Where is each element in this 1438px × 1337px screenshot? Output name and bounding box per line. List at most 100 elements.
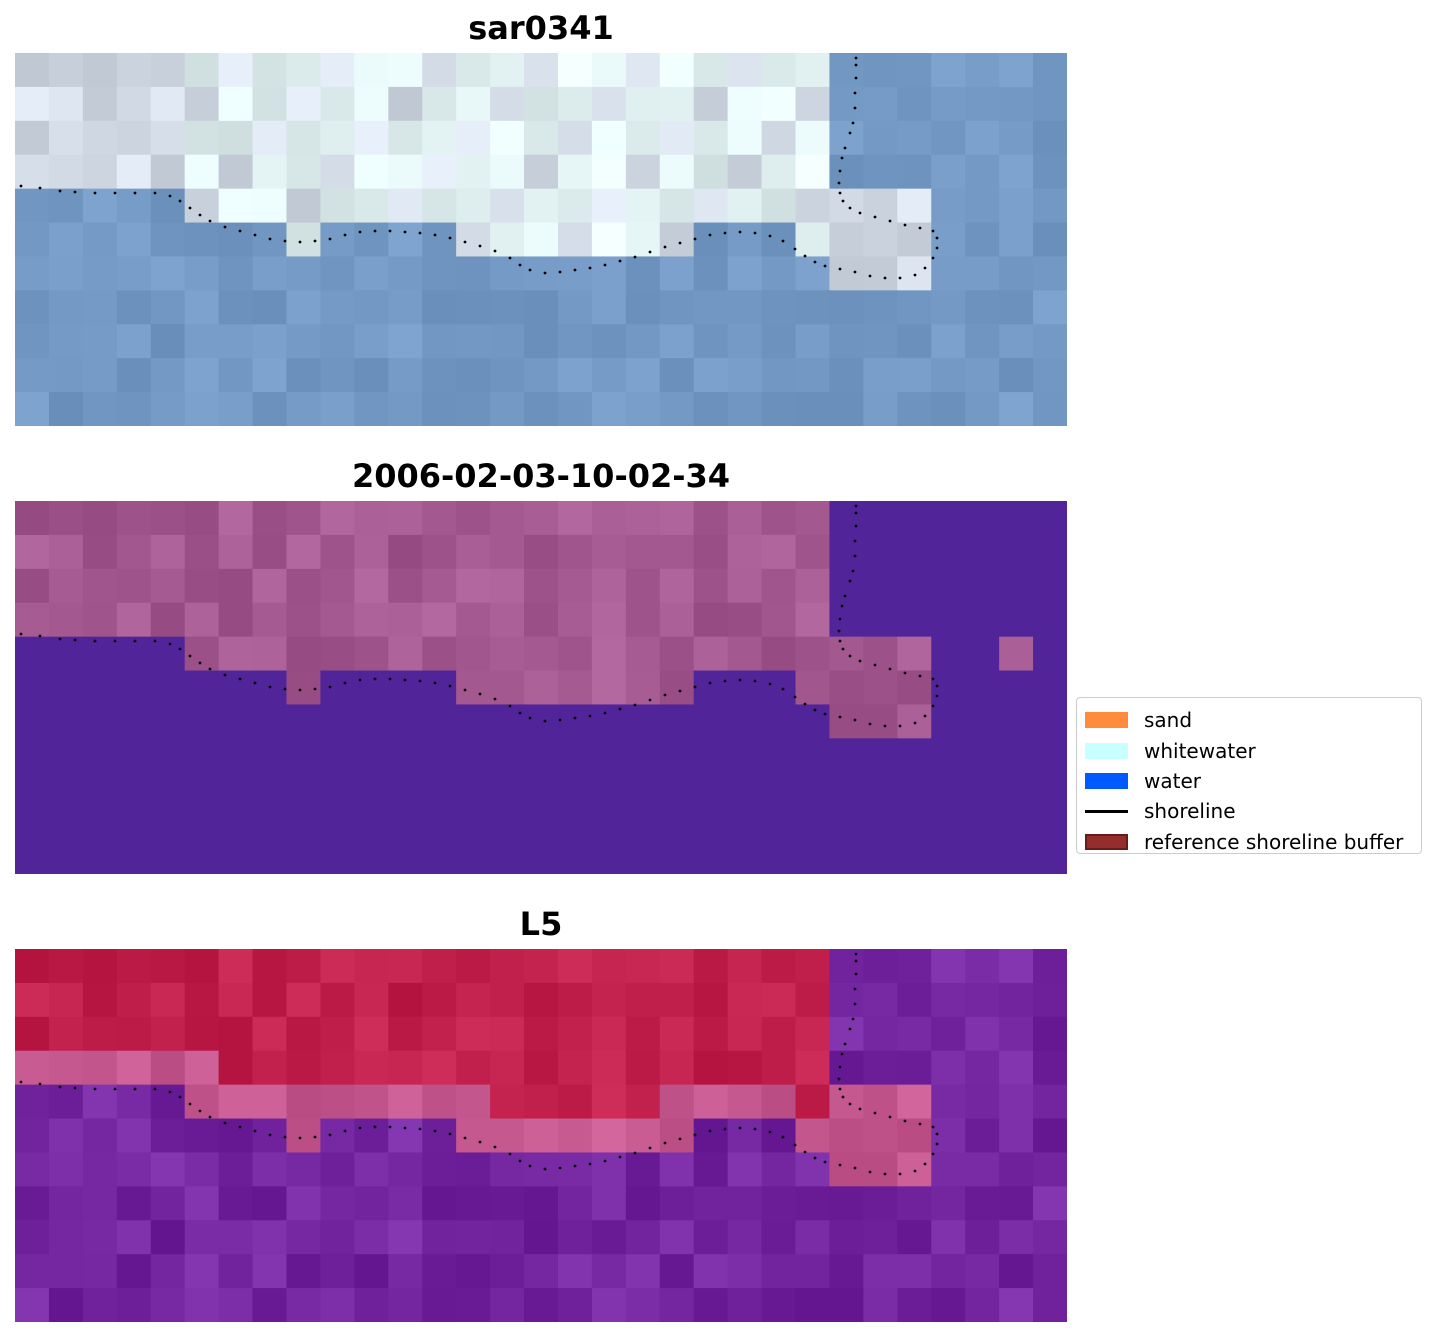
pixel-cell <box>999 1152 1034 1187</box>
pixel-cell <box>184 1084 220 1120</box>
pixel-cell <box>456 1152 491 1187</box>
pixel-cell <box>82 1152 118 1187</box>
shoreline-point <box>178 647 182 651</box>
shoreline-point <box>493 697 497 701</box>
pixel-cell <box>999 949 1034 984</box>
pixel-cell <box>184 358 220 393</box>
pixel-cell <box>693 222 729 258</box>
pixel-cell <box>252 154 288 190</box>
pixel-cell <box>795 670 831 706</box>
pixel-cell <box>999 358 1034 393</box>
pixel-cell <box>456 670 491 706</box>
pixel-cell <box>184 636 220 672</box>
pixel-cell <box>388 256 423 291</box>
shoreline-point <box>403 1126 407 1130</box>
shoreline-point <box>188 206 192 210</box>
pixel-cell <box>727 324 763 359</box>
pixel-cell <box>1033 1016 1067 1052</box>
pixel-cell <box>625 1016 661 1052</box>
pixel-cell <box>591 704 627 739</box>
pixel-cell <box>795 1016 831 1052</box>
shoreline-point <box>838 639 842 643</box>
pixel-cell <box>490 324 525 359</box>
pixel-cell <box>625 1220 661 1255</box>
pixel-cell <box>829 222 864 258</box>
shoreline-point <box>223 225 227 229</box>
pixel-cell <box>999 670 1034 706</box>
pixel-cell <box>150 982 186 1018</box>
shoreline-point <box>738 230 742 234</box>
pixel-cell <box>456 949 491 984</box>
shoreline-point <box>463 688 467 692</box>
shoreline-point <box>618 707 622 711</box>
shoreline-point <box>573 268 577 272</box>
pixel-cell <box>320 1254 355 1289</box>
pixel-cell <box>422 154 457 190</box>
shoreline-point <box>781 239 785 243</box>
pixel-cell <box>897 222 932 258</box>
pixel-cell <box>795 636 831 672</box>
pixel-cell <box>354 568 389 604</box>
pixel-cell <box>422 772 457 807</box>
shoreline-point <box>403 678 407 682</box>
pixel-cell <box>490 982 525 1018</box>
pixel-cell <box>557 982 593 1018</box>
pixel-cell <box>422 86 457 122</box>
pixel-cell <box>490 1220 525 1255</box>
pixel-cell <box>490 358 525 393</box>
pixel-cell <box>15 1152 50 1187</box>
pixel-cell <box>761 53 797 88</box>
shoreline-point <box>708 681 712 685</box>
shoreline-point <box>19 632 23 636</box>
pixel-cell <box>15 256 50 291</box>
pixel-cell <box>999 53 1034 88</box>
pixel-cell <box>863 1186 898 1221</box>
pixel-cell <box>286 1220 322 1255</box>
pixel-cell <box>116 1220 152 1255</box>
pixel-cell <box>184 53 220 88</box>
shoreline-point <box>198 661 202 665</box>
pixel-cell <box>727 1288 763 1322</box>
shoreline-point <box>448 236 452 240</box>
shoreline-point <box>588 266 592 270</box>
shoreline-point <box>19 1080 23 1084</box>
pixel-cell <box>252 840 288 874</box>
pixel-cell <box>388 86 423 122</box>
pixel-cell <box>48 636 84 672</box>
pixel-cell <box>116 120 152 156</box>
pixel-cell <box>659 840 695 874</box>
shoreline-point <box>268 685 272 689</box>
shoreline-point <box>931 256 935 260</box>
panel-ndwi-image <box>15 501 1067 874</box>
shoreline-point <box>268 1133 272 1137</box>
shoreline-point <box>931 677 935 681</box>
pixel-cell <box>829 188 864 224</box>
pixel-cell <box>388 290 423 325</box>
shoreline-point <box>854 56 858 60</box>
pixel-cell <box>286 154 322 190</box>
pixel-cell <box>863 188 898 224</box>
pixel-cell <box>761 290 797 325</box>
pixel-cell <box>456 1118 491 1154</box>
pixel-cell <box>320 324 355 359</box>
pixel-cell <box>727 1084 763 1120</box>
pixel-cell <box>999 1186 1034 1221</box>
pixel-cell <box>727 806 763 841</box>
pixel-cell <box>795 772 831 807</box>
pixel-cell <box>897 1084 932 1120</box>
pixel-cell <box>456 188 491 224</box>
pixel-cell <box>897 806 932 841</box>
pixel-cell <box>184 949 220 984</box>
pixel-cell <box>456 1288 491 1322</box>
pixel-cell <box>422 806 457 841</box>
shoreline-point <box>313 1135 317 1139</box>
pixel-cell <box>116 1016 152 1052</box>
pixel-cell <box>48 154 84 190</box>
pixel-cell <box>456 602 491 638</box>
pixel-cell <box>965 154 1000 190</box>
pixel-cell <box>795 1220 831 1255</box>
shoreline-point <box>853 106 857 110</box>
pixel-cell <box>116 738 152 773</box>
pixel-cell <box>184 1152 220 1187</box>
pixel-cell <box>320 670 355 706</box>
